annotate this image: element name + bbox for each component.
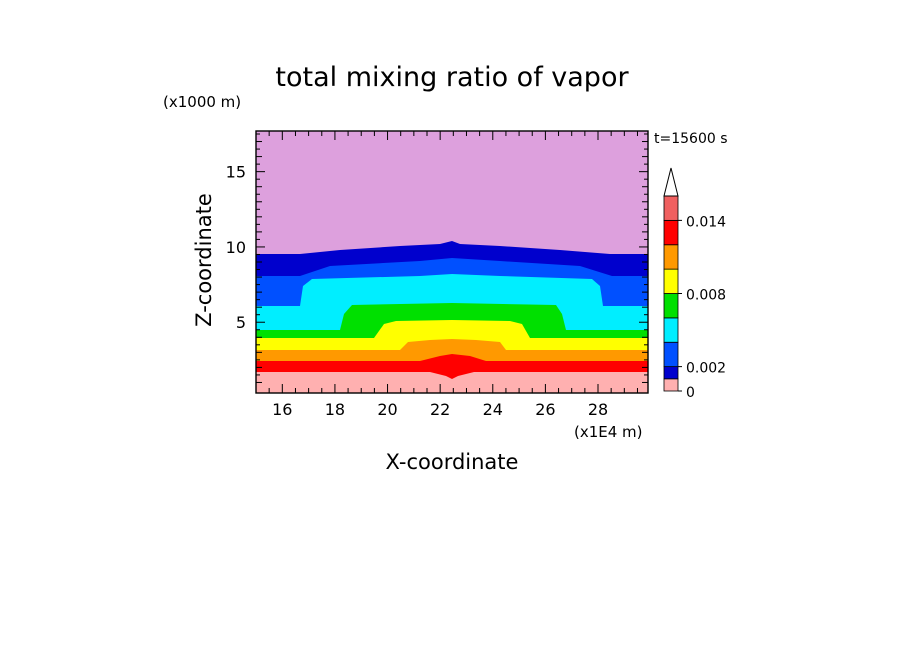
x-tick-label: 22 [430, 400, 450, 419]
time-label: t=15600 s [654, 131, 728, 147]
colorbar-segment [663, 293, 679, 319]
colorbar-label: 0 [686, 385, 695, 401]
x-axis-title: X-coordinate [386, 450, 519, 474]
y-tick-label: 15 [226, 163, 246, 182]
y-axis: 5 10 15 [226, 133, 648, 383]
region-band-pink [256, 372, 648, 393]
colorbar-segment [663, 219, 679, 246]
colorbar-segment [663, 341, 679, 368]
x-unit-label: (x1E4 m) [574, 423, 643, 441]
x-tick-label: 18 [325, 400, 345, 419]
colorbar-segment [663, 244, 679, 270]
y-axis-title: Z-coordinate [192, 193, 216, 327]
colorbar-extend-arrow [663, 167, 679, 197]
x-tick-label: 26 [535, 400, 555, 419]
colorbar-segment [663, 317, 679, 343]
y-unit-label: (x1000 m) [163, 93, 241, 111]
y-tick-label: 5 [236, 313, 246, 332]
colorbar-label: 0.008 [686, 288, 726, 304]
chart-title: total mixing ratio of vapor [275, 62, 629, 93]
colorbar-label: 0.002 [686, 361, 726, 377]
colorbar-segment [663, 378, 679, 392]
x-axis: 16 18 20 22 24 26 28 [255, 131, 638, 419]
x-tick-label: 28 [588, 400, 608, 419]
plot-area [255, 130, 649, 394]
y-tick-label: 10 [226, 238, 246, 257]
colorbar: 0 0.002 0.008 0.014 [663, 167, 726, 401]
colorbar-segment [663, 366, 679, 380]
x-tick-label: 20 [377, 400, 397, 419]
colorbar-segment [663, 268, 679, 294]
colorbar-segment [663, 195, 679, 221]
x-tick-label: 16 [272, 400, 292, 419]
colorbar-label: 0.014 [686, 214, 726, 230]
x-tick-label: 24 [483, 400, 503, 419]
